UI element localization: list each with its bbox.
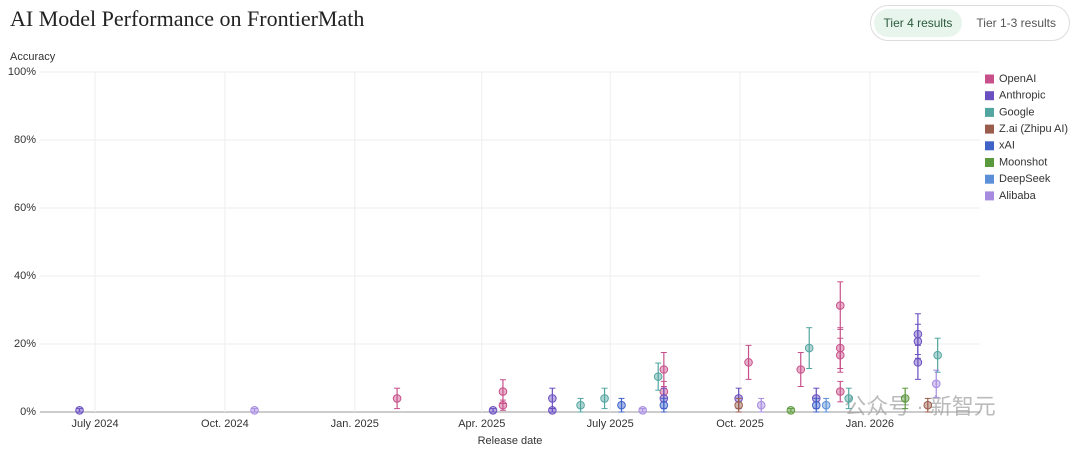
error-bar [745, 344, 752, 380]
point [756, 400, 766, 410]
error-bar [787, 408, 794, 413]
point [923, 400, 933, 410]
tab[interactable]: Tier 1-3 results [976, 16, 1056, 30]
error-bar [823, 397, 830, 413]
legend-swatch [985, 141, 994, 151]
point [931, 379, 941, 389]
point [548, 406, 557, 415]
x-tick-label: July 2024 [71, 418, 118, 430]
point [913, 358, 923, 367]
point [659, 365, 669, 374]
tab[interactable]: Tier 4 results [873, 9, 963, 37]
error-bar [837, 380, 844, 403]
point [900, 394, 910, 403]
y-tick-label: 20% [14, 338, 36, 350]
legend-label: Alibaba [999, 190, 1037, 202]
error-bar [758, 397, 765, 413]
point [835, 350, 845, 360]
error-bar [490, 408, 497, 413]
legend-swatch [985, 174, 994, 184]
y-tick-label: 40% [14, 270, 36, 282]
error-bar [914, 344, 921, 380]
point [734, 400, 743, 410]
x-tick-label: July 2025 [587, 418, 634, 430]
error-bar [394, 387, 401, 410]
point [811, 400, 821, 410]
point [250, 406, 259, 415]
point [498, 387, 508, 396]
legend-label: xAI [999, 140, 1015, 152]
y-axis-label: Accuracy [10, 51, 56, 63]
point [617, 400, 626, 410]
x-tick-label: Jan. 2025 [331, 418, 379, 430]
error-bar [660, 397, 667, 413]
error-bar [549, 408, 556, 413]
point [821, 400, 831, 410]
legend-label: Anthropic [999, 90, 1046, 102]
error-bar [806, 327, 813, 369]
x-tick-label: Oct. 2025 [716, 418, 764, 430]
legend-label: Google [999, 106, 1034, 118]
legend-label: Moonshot [999, 156, 1047, 168]
legend-label: DeepSeek [999, 173, 1051, 185]
error-bar [837, 337, 844, 373]
legend-swatch [985, 107, 994, 117]
point [913, 336, 923, 346]
point [804, 343, 814, 353]
legend-swatch [985, 74, 994, 84]
point [488, 406, 498, 415]
legend-label: Z.ai (Zhipu AI) [999, 123, 1068, 135]
point [796, 365, 806, 374]
y-tick-label: 0% [20, 406, 36, 418]
tab-group: Tier 4 results Tier 1-3 results [869, 5, 1070, 41]
error-bar [577, 397, 584, 413]
error-bar [601, 387, 608, 410]
point [576, 400, 585, 410]
error-bar [499, 379, 506, 404]
error-bar [618, 397, 625, 413]
error-bar [639, 408, 646, 413]
y-tick-label: 80% [14, 134, 36, 146]
legend-swatch [985, 124, 994, 134]
point [844, 394, 854, 403]
error-bar [933, 369, 940, 398]
x-tick-label: Apr. 2025 [458, 418, 505, 430]
watermark: 公众号 · 新智元 [844, 394, 996, 419]
x-tick-label: Jan. 2026 [846, 418, 894, 430]
legend-swatch [985, 191, 994, 201]
point [835, 301, 845, 310]
point [548, 394, 557, 403]
point [392, 394, 402, 403]
error-bar [735, 397, 742, 413]
error-bar [76, 408, 83, 413]
chart-title: AI Model Performance on FrontierMath [10, 6, 365, 31]
point [744, 358, 753, 367]
error-bar [813, 397, 820, 413]
y-tick-label: 100% [8, 66, 36, 78]
point [933, 350, 942, 360]
error-bar [924, 397, 931, 413]
point [638, 406, 647, 415]
legend-swatch [985, 158, 994, 167]
point [75, 406, 84, 415]
legend-swatch [985, 91, 994, 101]
error-bar [655, 362, 662, 391]
y-tick-label: 60% [14, 202, 36, 214]
point [659, 400, 669, 410]
point [786, 406, 796, 415]
x-axis-label: Release date [478, 435, 543, 447]
error-bar [902, 387, 909, 410]
point [835, 387, 845, 396]
error-bar [845, 387, 852, 410]
point [653, 372, 663, 381]
error-bar [251, 408, 258, 413]
point [600, 394, 609, 403]
error-bar [797, 352, 804, 387]
x-tick-label: Oct. 2024 [201, 418, 249, 430]
legend-label: OpenAI [999, 73, 1036, 85]
